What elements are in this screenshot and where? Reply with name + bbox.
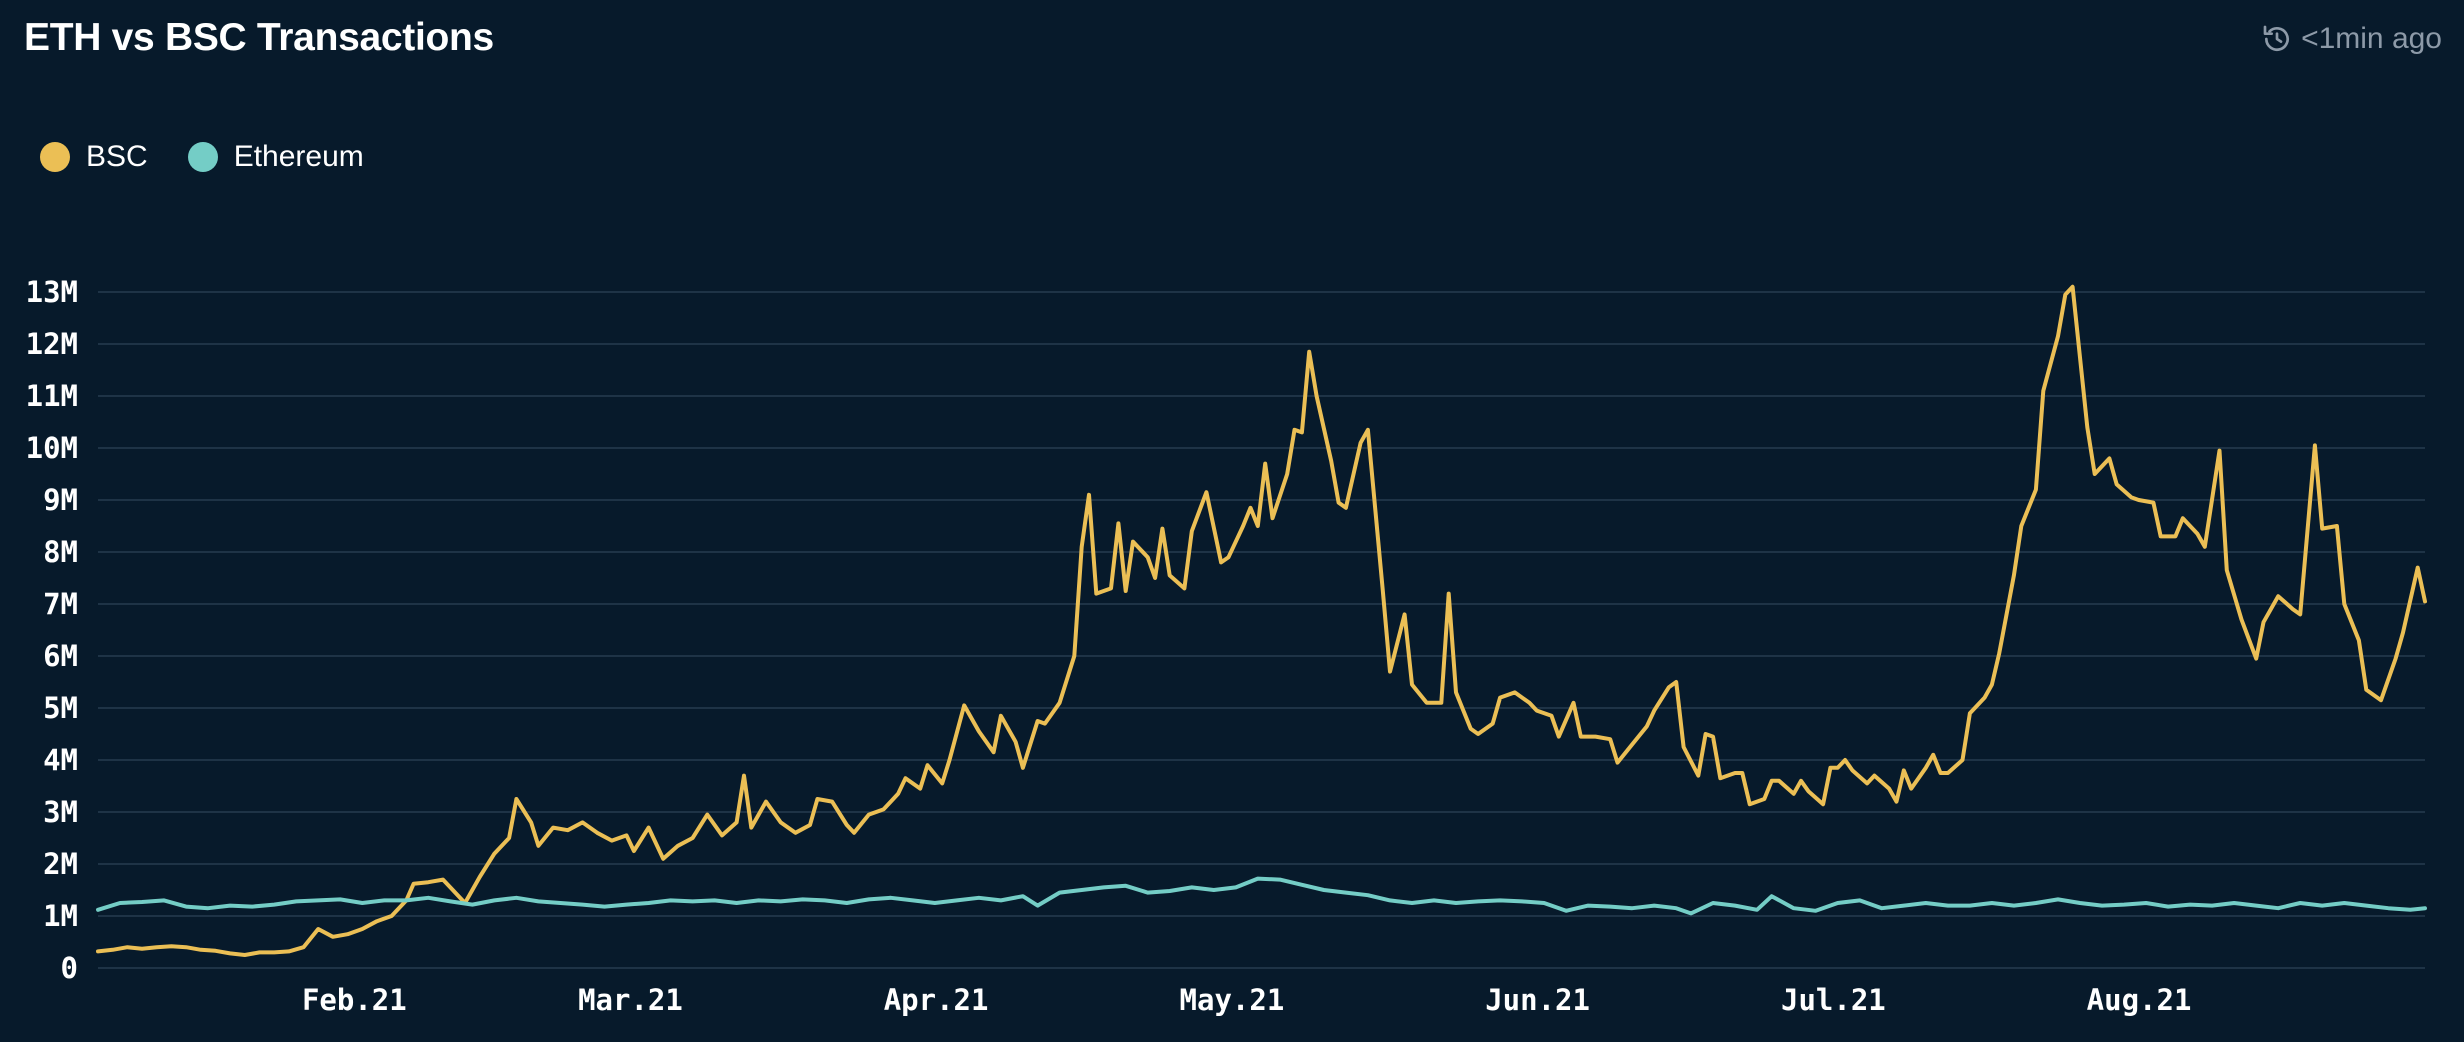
y-tick-label: 0 (61, 951, 78, 985)
legend-label-bsc: BSC (86, 140, 148, 173)
legend-dot-bsc (40, 142, 70, 172)
refresh-status[interactable]: <1min ago (2261, 22, 2442, 56)
legend-item-ethereum[interactable]: Ethereum (187, 140, 364, 174)
chart-legend: BSC Ethereum (40, 140, 364, 174)
y-tick-label: 4M (43, 743, 78, 777)
legend-dot-ethereum (187, 142, 218, 172)
x-tick-label: Aug.21 (2087, 983, 2192, 1017)
refresh-text: <1min ago (2301, 22, 2442, 55)
y-tick-label: 11M (26, 379, 78, 413)
y-tick-label: 6M (43, 639, 78, 673)
x-tick-label: Jun.21 (1485, 983, 1590, 1017)
y-tick-label: 8M (43, 535, 78, 569)
y-tick-label: 2M (43, 847, 78, 881)
y-tick-label: 9M (43, 483, 78, 517)
legend-item-bsc[interactable]: BSC (40, 140, 148, 174)
chart-title: ETH vs BSC Transactions (24, 16, 494, 59)
clock-refresh-icon (2261, 23, 2293, 55)
x-tick-label: Jul.21 (1781, 983, 1886, 1017)
y-tick-label: 13M (26, 275, 78, 309)
series-line-ethereum (96, 876, 2427, 916)
x-tick-label: Mar.21 (578, 983, 683, 1017)
x-tick-label: Apr.21 (884, 983, 989, 1017)
x-tick-label: May.21 (1180, 983, 1285, 1017)
y-tick-label: 10M (26, 431, 78, 465)
series-line-bsc (96, 284, 2427, 957)
x-tick-label: Feb.21 (302, 983, 407, 1017)
y-tick-label: 12M (26, 327, 78, 361)
y-tick-label: 1M (43, 899, 78, 933)
y-tick-label: 3M (43, 795, 78, 829)
y-tick-label: 5M (43, 691, 78, 725)
y-tick-label: 7M (43, 587, 78, 621)
legend-label-ethereum: Ethereum (233, 140, 364, 173)
